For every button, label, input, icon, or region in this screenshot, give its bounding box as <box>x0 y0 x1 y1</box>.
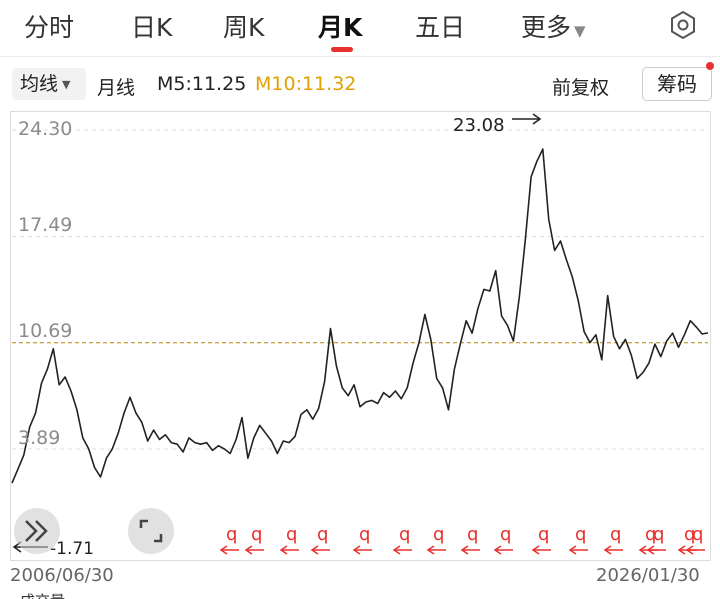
event-marker-arrowhead <box>603 545 612 555</box>
moving-average-dropdown[interactable]: 均线 ▼ <box>12 68 86 100</box>
event-marker-arrowhead <box>219 545 228 555</box>
settings-icon[interactable] <box>668 10 698 40</box>
max-arrow-head <box>532 113 542 125</box>
event-marker-label: q <box>500 524 511 545</box>
tab-monthly-k[interactable]: 月K <box>318 13 363 42</box>
event-marker-arrowhead <box>426 545 435 555</box>
event-marker-label: q <box>684 524 695 545</box>
volume-label: 成交量 <box>20 590 65 599</box>
x-start-date: 2006/06/30 <box>10 565 114 586</box>
m10-value: M10:11.32 <box>255 73 357 95</box>
event-marker-label: q <box>226 524 237 545</box>
event-marker-label: q <box>538 524 549 545</box>
y-tick-label: 3.89 <box>18 427 61 449</box>
volume-header-strip: 成交量 <box>0 588 720 599</box>
event-marker-label: q <box>610 524 621 545</box>
event-marker-arrowhead <box>279 545 288 555</box>
kline-chart-frame[interactable] <box>10 111 711 561</box>
double-chevron-right-icon <box>25 520 48 542</box>
event-marker-label: q <box>653 524 664 545</box>
tab-five-day[interactable]: 五日 <box>415 13 466 42</box>
event-marker-label: q <box>433 524 444 545</box>
event-marker-arrowhead <box>646 545 655 555</box>
max-price-label: 23.08 <box>453 115 505 136</box>
event-marker-arrowhead <box>685 545 694 555</box>
event-marker-arrowhead <box>568 545 577 555</box>
event-marker-arrowhead <box>493 545 502 555</box>
event-marker-arrowhead <box>460 545 469 555</box>
y-tick-label: 24.30 <box>18 118 73 140</box>
event-marker-label: q <box>286 524 297 545</box>
y-tick-label: 17.49 <box>18 214 73 236</box>
m5-value: M5:11.25 <box>157 73 247 95</box>
y-tick-label: 10.69 <box>18 320 73 342</box>
min-price-label: -1.71 <box>50 539 94 559</box>
event-marker-label: q <box>692 524 703 545</box>
caret-down-icon: ▼ <box>574 22 586 40</box>
event-marker-label: q <box>317 524 328 545</box>
tab-intraday[interactable]: 分时 <box>24 13 75 42</box>
event-marker-label: q <box>399 524 410 545</box>
period-tab-bar: 分时 日K 周K 月K 五日 更多 ▼ <box>0 0 720 57</box>
period-label: 月线 <box>97 77 136 99</box>
moving-average-label: 均线 <box>20 73 59 95</box>
event-marker-arrowhead <box>244 545 253 555</box>
event-marker-arrowhead <box>310 545 319 555</box>
event-marker-arrowhead <box>531 545 540 555</box>
triangle-down-icon: ▼ <box>62 78 71 91</box>
event-marker-label: q <box>575 524 586 545</box>
active-tab-indicator <box>331 47 353 52</box>
fullscreen-button[interactable] <box>128 508 174 554</box>
tab-daily-k[interactable]: 日K <box>131 13 173 42</box>
expand-panel-button[interactable] <box>14 508 60 554</box>
notification-dot <box>706 62 714 70</box>
adjust-mode-button[interactable]: 前复权 <box>552 77 610 99</box>
tab-more[interactable]: 更多 ▼ <box>521 8 586 44</box>
event-marker-arrowhead <box>638 545 647 555</box>
event-marker-label: q <box>359 524 370 545</box>
event-marker-arrowhead <box>677 545 686 555</box>
event-marker-label: q <box>645 524 656 545</box>
x-end-date: 2026/01/30 <box>596 565 700 586</box>
event-marker-arrowhead <box>352 545 361 555</box>
chip-distribution-button[interactable]: 筹码 <box>642 67 712 101</box>
corner-brackets-icon <box>139 519 163 543</box>
event-marker-label: q <box>251 524 262 545</box>
price-series-line <box>11 148 709 484</box>
event-marker-label: q <box>467 524 478 545</box>
tab-more-label: 更多 <box>521 13 572 42</box>
event-marker-arrowhead <box>392 545 401 555</box>
tab-weekly-k[interactable]: 周K <box>223 13 265 42</box>
